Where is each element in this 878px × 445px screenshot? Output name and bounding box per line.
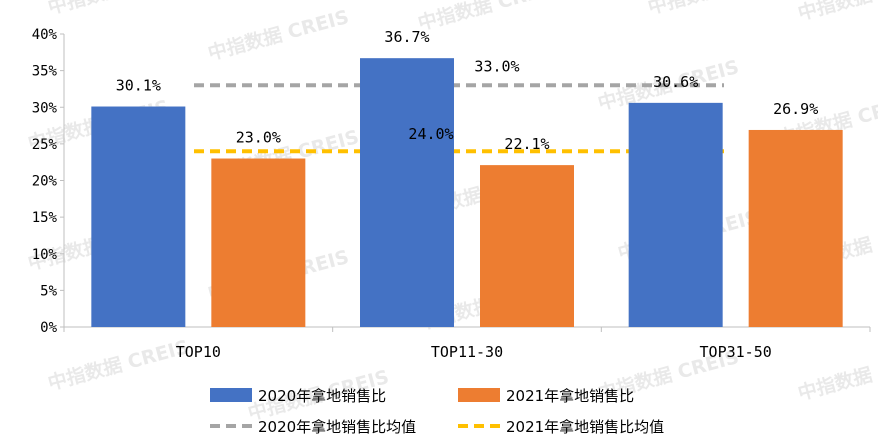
x-axis: TOP10 TOP11-30 TOP31-50 <box>63 326 871 361</box>
bar <box>748 129 843 327</box>
bar <box>360 58 454 328</box>
bar <box>91 106 186 327</box>
bar-value-label: 30.1% <box>116 77 161 95</box>
bar-value-label: 36.7% <box>384 28 429 46</box>
bar <box>480 165 574 327</box>
bar <box>628 102 723 327</box>
y-tick-label: 40% <box>32 27 58 43</box>
y-tick-label: 10% <box>32 247 58 263</box>
legend-swatch <box>210 388 252 402</box>
legend-swatch <box>458 388 500 402</box>
bar-value-label: 22.1% <box>504 135 549 153</box>
legend-label: 2021年拿地销售比 <box>506 387 634 405</box>
legend-label: 2020年拿地销售比 <box>258 387 386 405</box>
y-tick-label: 30% <box>32 100 58 116</box>
watermark-text: 中指数据 CREIS <box>45 0 191 19</box>
reference-line-label: 24.0% <box>408 125 453 143</box>
legend-label: 2020年拿地销售比均值 <box>258 418 416 436</box>
watermark-text: 中指数据 CREIS <box>795 0 878 25</box>
y-tick-label: 0% <box>40 320 57 336</box>
x-tick-label: TOP10 <box>176 343 221 361</box>
bar-value-label: 26.9% <box>773 100 818 118</box>
bar <box>211 158 306 327</box>
legend: 2020年拿地销售比 2021年拿地销售比 2020年拿地销售比均值 2021年拿地销… <box>210 387 664 436</box>
y-tick-label: 20% <box>32 174 58 190</box>
bar-value-label: 23.0% <box>236 129 281 147</box>
watermark-text: 中指数据 CREIS <box>205 5 351 65</box>
bar-value-label: 30.6% <box>653 73 698 91</box>
reference-line-label: 33.0% <box>474 57 519 75</box>
watermark-text: 中指数据 CREIS <box>45 335 191 395</box>
y-tick-label: 5% <box>40 283 57 299</box>
bars <box>91 58 843 328</box>
y-tick-label: 25% <box>32 137 58 153</box>
x-tick-label: TOP31-50 <box>700 343 772 361</box>
watermark-text: 中指数据 CREIS <box>795 345 878 405</box>
watermark-text: 中指数据 CREIS <box>415 0 561 35</box>
watermark-text: 中指数据 CREIS <box>645 0 791 19</box>
legend-label: 2021年拿地销售比均值 <box>506 418 664 436</box>
y-tick-label: 15% <box>32 210 58 226</box>
y-axis: 0% 5% 10% 15% 20% 25% 30% 35% 40% <box>32 27 65 336</box>
data-labels: 30.1% 23.0% 36.7% 22.1% 30.6% 26.9% 33.0% 24.0% <box>116 28 818 153</box>
x-tick-label: TOP11-30 <box>431 343 503 361</box>
y-tick-label: 35% <box>32 64 58 80</box>
